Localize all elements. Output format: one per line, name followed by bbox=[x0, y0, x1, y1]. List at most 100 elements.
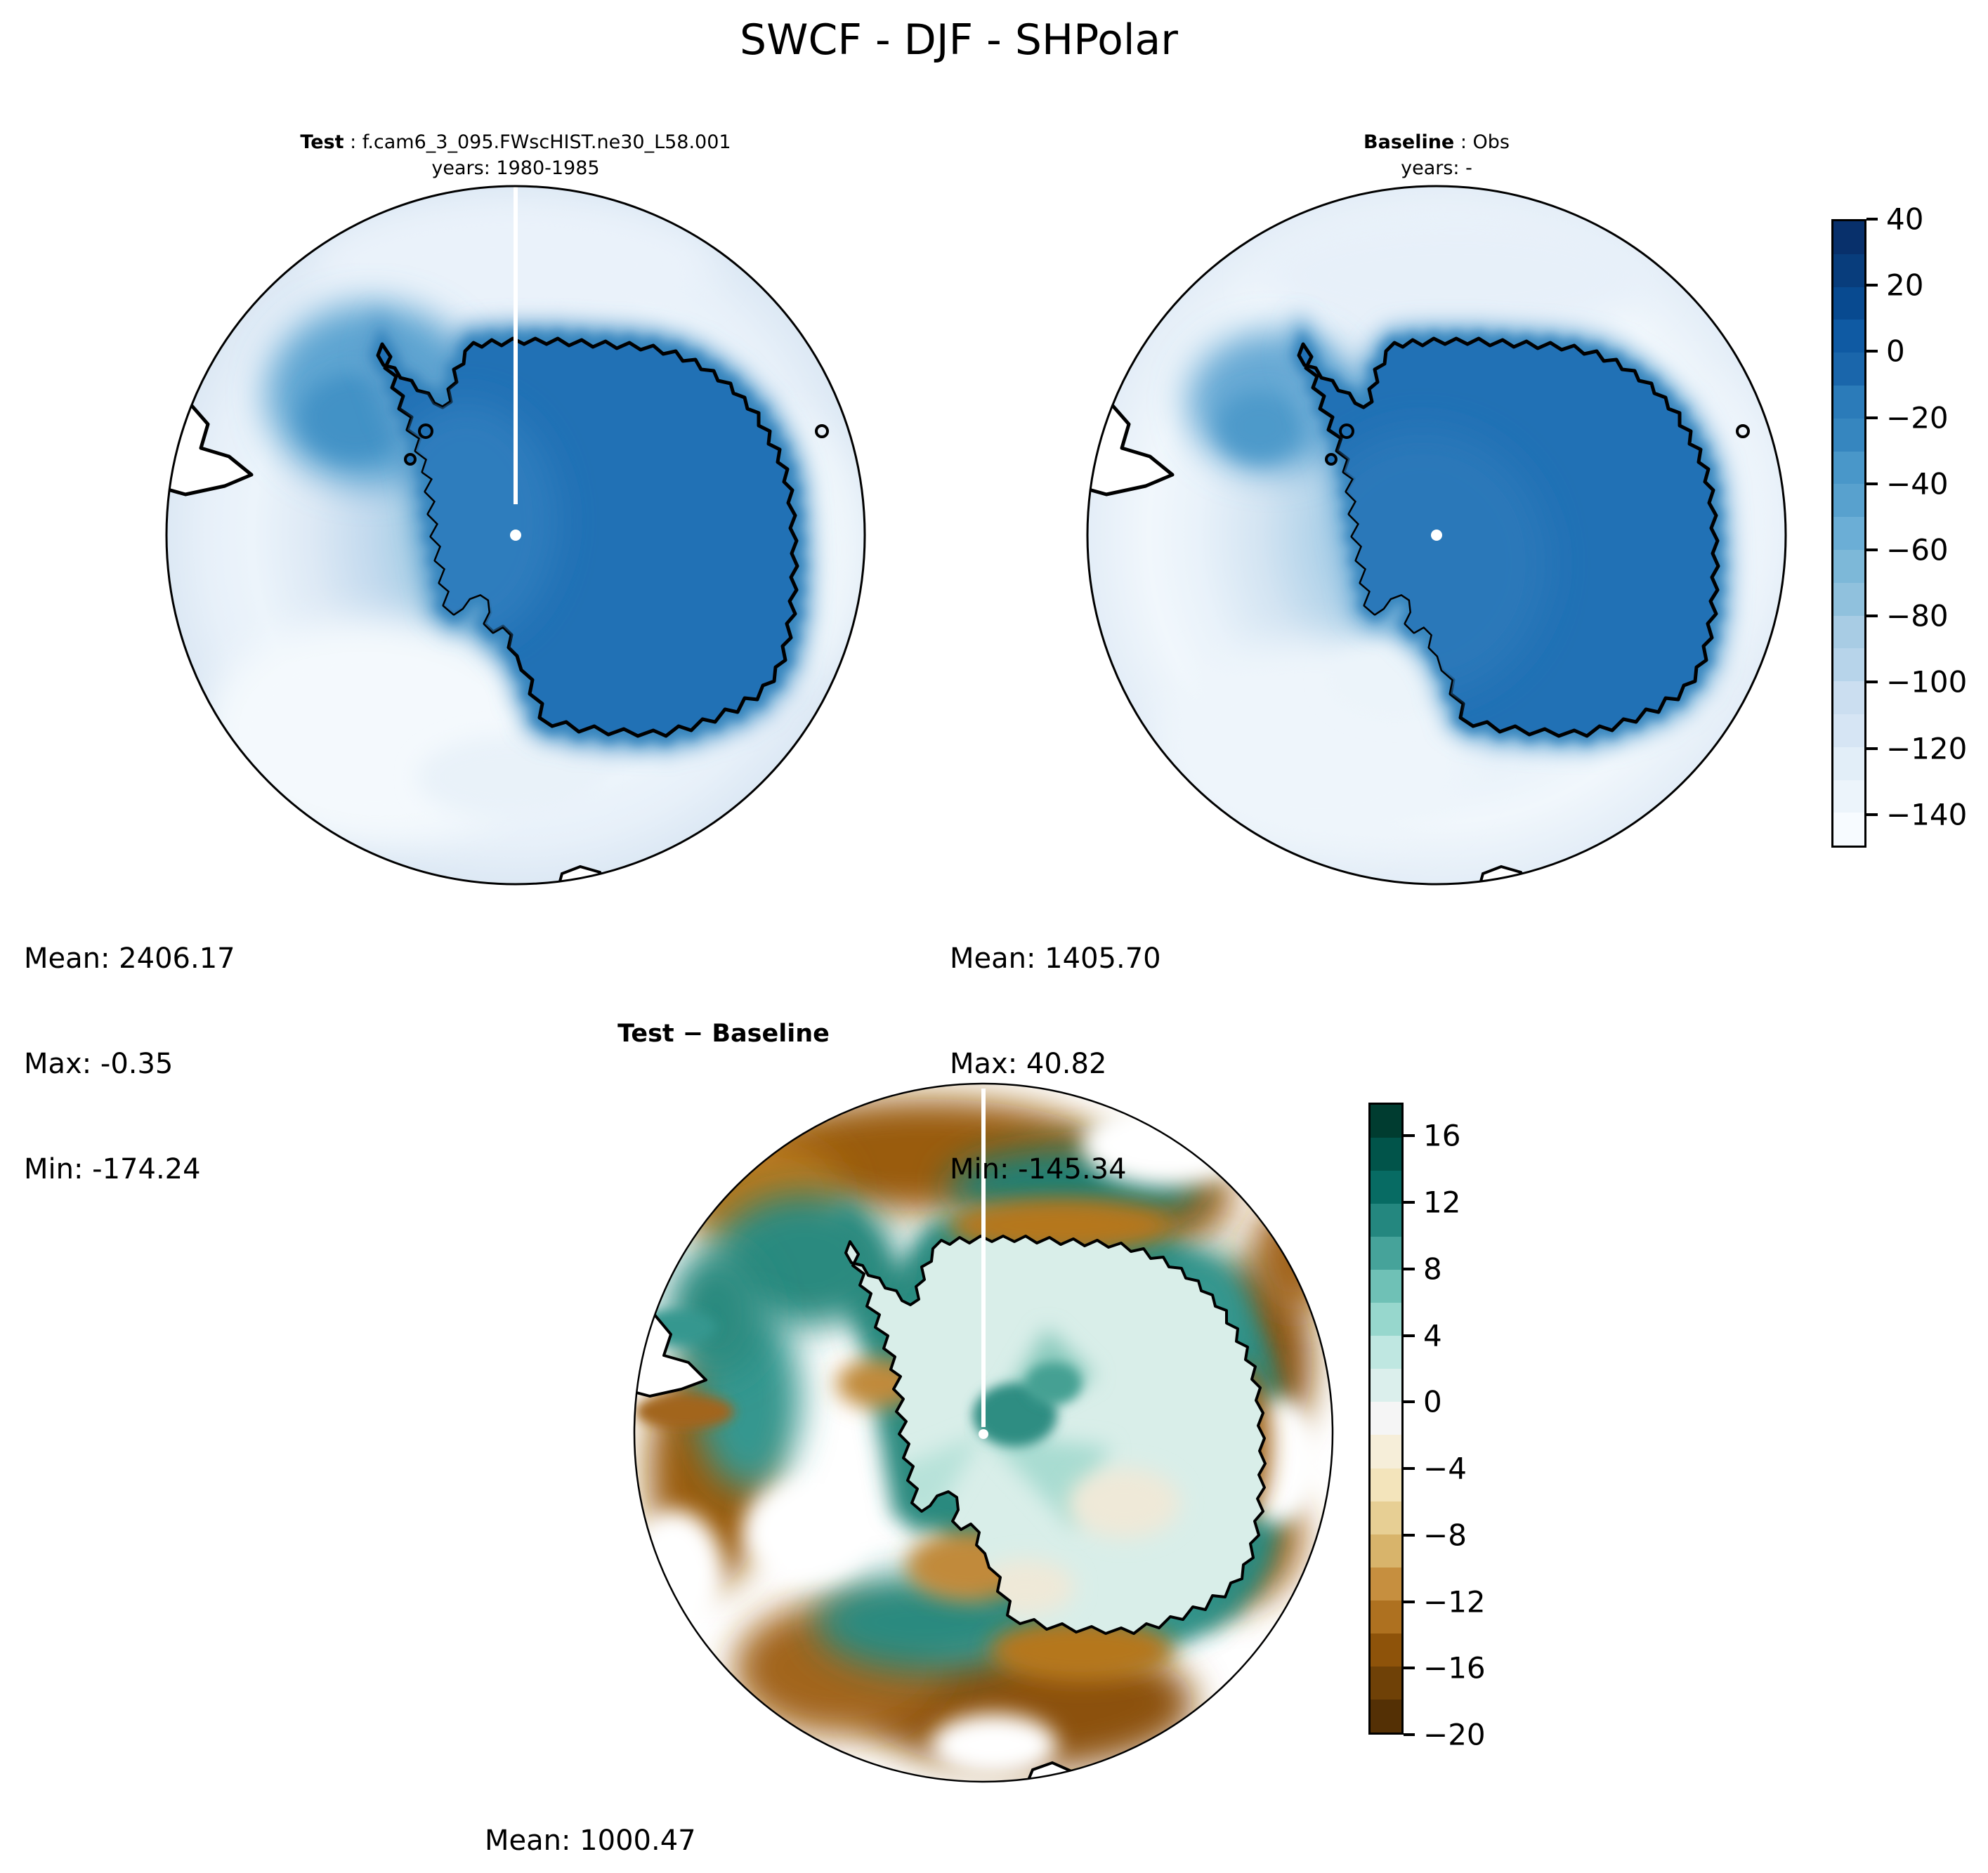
colorbar-tick bbox=[1866, 548, 1878, 552]
colorbar-tick-label: 4 bbox=[1423, 1318, 1442, 1353]
colorbar-tick-label: −12 bbox=[1423, 1584, 1486, 1619]
colorbar-segment bbox=[1371, 1633, 1401, 1667]
colorbar-tick-label: −40 bbox=[1886, 466, 1949, 501]
baseline-map bbox=[1086, 185, 1787, 886]
pole-marker bbox=[510, 530, 521, 541]
colorbar-tick-label: −20 bbox=[1423, 1717, 1486, 1752]
sa-teal-stripe bbox=[634, 1310, 717, 1345]
colorbar-tick bbox=[1404, 1667, 1415, 1670]
colorbar-segment bbox=[1833, 582, 1864, 616]
peninsula-islands bbox=[1325, 423, 1354, 466]
test-years-line: years: 1980-1985 bbox=[431, 157, 600, 179]
colorbar-segment bbox=[1371, 1699, 1401, 1733]
colorbar-tick-label: 0 bbox=[1423, 1384, 1442, 1419]
map-boundary-circle bbox=[165, 185, 866, 886]
colorbar-tick-label: −60 bbox=[1886, 532, 1949, 567]
colorbar-tick-label: −20 bbox=[1886, 400, 1949, 435]
test-min: Min: -174.24 bbox=[24, 1153, 201, 1185]
colorbar-segment bbox=[1371, 1534, 1401, 1568]
baseline-panel-subtitle: Baseline : Obs years: - bbox=[1364, 129, 1510, 181]
colorbar-tick bbox=[1404, 1533, 1415, 1537]
colorbar-segment bbox=[1371, 1237, 1401, 1270]
diff-colorbar: 16 12 8 4 0 −4 −8 −12 −16 −20 bbox=[1368, 1103, 1486, 1752]
diff-map-content bbox=[634, 1084, 1333, 1782]
colorbar-tick-label: −8 bbox=[1423, 1518, 1467, 1553]
colorbar-tick-label: −140 bbox=[1886, 797, 1968, 832]
colorbar-tick-label: −120 bbox=[1886, 731, 1968, 766]
baseline-run-name: : Obs bbox=[1454, 131, 1510, 153]
small-island bbox=[1736, 424, 1750, 438]
peninsula-islands bbox=[404, 423, 433, 466]
colorbar-tick-label: 40 bbox=[1886, 202, 1924, 237]
test-map-content bbox=[166, 186, 865, 884]
colorbar-segment bbox=[1371, 1501, 1401, 1534]
baseline-years-line: years: - bbox=[1401, 157, 1472, 179]
continent-interior-shading bbox=[878, 1327, 1180, 1615]
colorbar-tick bbox=[1866, 482, 1878, 485]
colorbar-segment bbox=[1371, 1270, 1401, 1303]
colorbar-tick bbox=[1866, 218, 1878, 221]
colorbar-segment bbox=[1833, 254, 1864, 287]
colorbar-segment bbox=[1833, 353, 1864, 386]
colorbar-segment bbox=[1833, 320, 1864, 353]
colorbar-tick bbox=[1404, 1400, 1415, 1404]
colorbar-segment bbox=[1833, 221, 1864, 254]
small-island bbox=[815, 424, 829, 438]
test-run-name: : f.cam6_3_095.FWscHIST.ne30_L58.001 bbox=[344, 131, 731, 153]
colorbar-segment bbox=[1371, 1666, 1401, 1700]
test-panel-title-line: Test : f.cam6_3_095.FWscHIST.ne30_L58.00… bbox=[300, 129, 731, 155]
diff-stats: Mean: 1000.47 Max: 67.56 Min: -60.39 bbox=[485, 1753, 696, 1873]
colorbar-segment bbox=[1371, 1204, 1401, 1237]
test-map bbox=[165, 185, 866, 886]
colorbar-segment bbox=[1833, 451, 1864, 485]
colorbar-segment bbox=[1833, 780, 1864, 813]
baseline-mean: Mean: 1405.70 bbox=[950, 942, 1161, 975]
colorbar-segment bbox=[1833, 681, 1864, 714]
colorbar-segment bbox=[1833, 385, 1864, 419]
colorbar-segment bbox=[1833, 287, 1864, 320]
baseline-label: Baseline bbox=[1364, 131, 1455, 153]
colorbar-tick-label: −4 bbox=[1423, 1451, 1467, 1486]
colorbar-tick-label: −100 bbox=[1886, 664, 1968, 699]
colorbar-tick bbox=[1866, 813, 1878, 816]
colorbar-segment bbox=[1371, 1600, 1401, 1634]
colorbar-tick bbox=[1866, 350, 1878, 353]
baseline-stats: Mean: 1405.70 Max: 40.82 Min: -145.34 bbox=[950, 871, 1161, 1257]
diff-mean: Mean: 1000.47 bbox=[485, 1825, 696, 1857]
longitude-seam bbox=[981, 1089, 986, 1427]
test-label: Test bbox=[300, 131, 344, 153]
colorbar-tick bbox=[1404, 1134, 1415, 1138]
main-colorbar: 40 20 0 −20 −40 −60 −80 −100 −120 −140 bbox=[1831, 202, 1967, 848]
colorbar-tick-label: −16 bbox=[1423, 1650, 1486, 1685]
longitude-seam bbox=[514, 187, 518, 504]
colorbar-segment bbox=[1833, 714, 1864, 747]
colorbar-tick-label: 16 bbox=[1423, 1118, 1461, 1153]
diff-panel-title: Test − Baseline bbox=[617, 1020, 830, 1048]
colorbar-segment bbox=[1371, 1369, 1401, 1402]
colorbar-tick bbox=[1866, 416, 1878, 419]
figure-title: SWCF - DJF - SHPolar bbox=[740, 15, 1178, 65]
colorbar-tick bbox=[1404, 1201, 1415, 1204]
colorbar-bar bbox=[1831, 219, 1866, 848]
colorbar-segment bbox=[1371, 1336, 1401, 1369]
pole-marker bbox=[1431, 530, 1442, 541]
test-stats: Mean: 2406.17 Max: -0.35 Min: -174.24 bbox=[24, 871, 235, 1257]
baseline-max: Max: 40.82 bbox=[950, 1048, 1107, 1080]
colorbar-tick-label: 12 bbox=[1423, 1185, 1461, 1220]
colorbar-tick-label: 20 bbox=[1886, 268, 1924, 303]
diff-map bbox=[633, 1082, 1334, 1783]
colorbar-segment bbox=[1371, 1567, 1401, 1601]
pole-marker bbox=[979, 1429, 988, 1439]
colorbar-tick-label: 0 bbox=[1886, 334, 1905, 369]
colorbar-bar bbox=[1368, 1103, 1404, 1735]
baseline-min: Min: -145.34 bbox=[950, 1153, 1127, 1185]
baseline-map-content bbox=[1087, 186, 1786, 884]
sa-brown-stripe bbox=[636, 1394, 734, 1429]
colorbar-segment bbox=[1833, 418, 1864, 452]
colorbar-segment bbox=[1833, 813, 1864, 846]
colorbar-tick bbox=[1866, 747, 1878, 750]
colorbar-tick bbox=[1404, 1733, 1415, 1736]
map-boundary-circle bbox=[633, 1082, 1334, 1783]
colorbar-tick bbox=[1404, 1600, 1415, 1603]
